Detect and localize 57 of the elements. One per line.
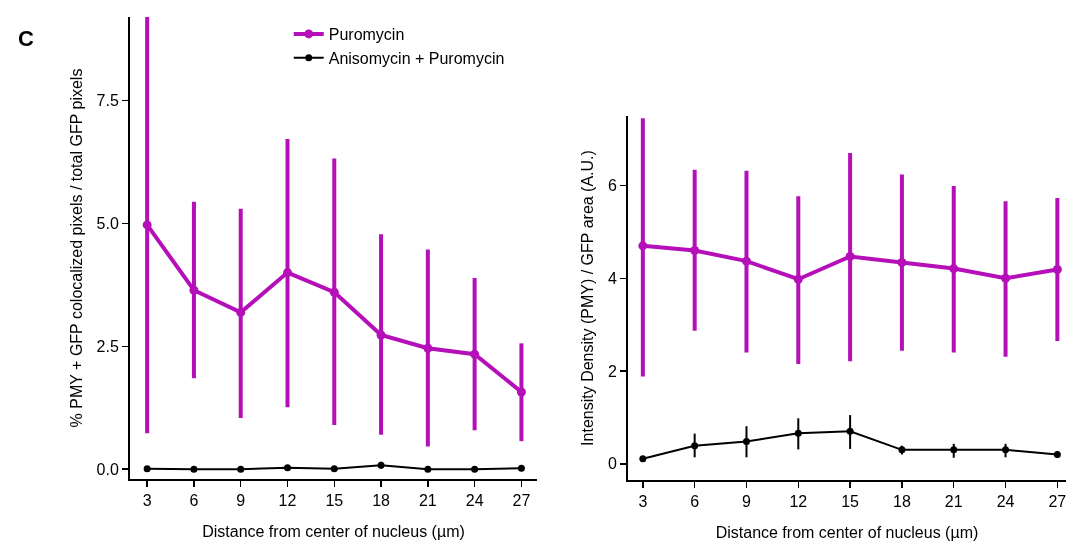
x-tick-label: 18	[372, 492, 391, 510]
x-axis-title: Distance from center of nucleus (µm)	[202, 523, 465, 541]
point	[516, 387, 526, 397]
x-tick-label: 15	[841, 493, 860, 511]
x-tick-label: 6	[189, 492, 199, 510]
point	[189, 285, 199, 295]
y-tick-label: 2	[607, 362, 617, 380]
y-tick-label: 4	[607, 269, 617, 287]
x-tick-label: 9	[742, 493, 752, 511]
x-tick-label: 6	[690, 493, 700, 511]
x-tick-label: 21	[944, 493, 963, 511]
point	[376, 330, 386, 340]
y-tick-label: 6	[607, 177, 617, 195]
point	[897, 258, 907, 268]
x-tick-label: 27	[1048, 493, 1067, 511]
point	[741, 256, 751, 266]
point	[638, 241, 648, 251]
point	[470, 349, 480, 359]
x-tick-label: 24	[465, 492, 484, 510]
x-tick-label: 3	[638, 493, 648, 511]
point	[949, 264, 959, 274]
point	[329, 287, 339, 297]
point	[236, 307, 246, 317]
y-axis-title: Intensity Density (PMY) / GFP area (A.U.)	[579, 150, 597, 446]
y-tick-label: 2.5	[96, 337, 119, 355]
x-tick-label: 9	[236, 492, 246, 510]
text: C	[18, 26, 34, 51]
x-tick-label: 3	[142, 492, 152, 510]
y-tick-label: 5.0	[96, 215, 119, 233]
point	[1002, 446, 1010, 454]
point	[142, 220, 152, 230]
point	[742, 438, 750, 446]
x-tick-label: 12	[789, 493, 808, 511]
point	[950, 446, 958, 454]
legend-label: Anisomycin + Puromycin	[328, 49, 505, 67]
x-tick-label: 24	[996, 493, 1015, 511]
y-tick-label: 7.5	[96, 92, 119, 110]
x-tick-label: 27	[512, 492, 531, 510]
point	[1052, 264, 1062, 274]
y-axis-title: % PMY + GFP colocalized pixels / total GFP pixels	[67, 68, 85, 428]
point	[845, 252, 855, 261]
x-tick-label: 21	[418, 492, 437, 510]
point	[423, 343, 433, 353]
point	[793, 274, 803, 284]
x-axis-title: Distance from center of nucleus (µm)	[715, 524, 979, 542]
point	[1001, 273, 1011, 283]
point	[690, 245, 700, 255]
x-tick-label: 18	[893, 493, 911, 511]
x-tick-label: 12	[278, 492, 297, 510]
y-tick-label: 0	[607, 455, 617, 473]
y-tick-label: 0.0	[96, 460, 119, 478]
legend-label: Puromycin	[328, 26, 405, 44]
point	[283, 268, 292, 278]
point	[846, 427, 854, 435]
point	[691, 442, 699, 450]
point	[794, 429, 802, 437]
x-tick-label: 15	[325, 492, 344, 510]
